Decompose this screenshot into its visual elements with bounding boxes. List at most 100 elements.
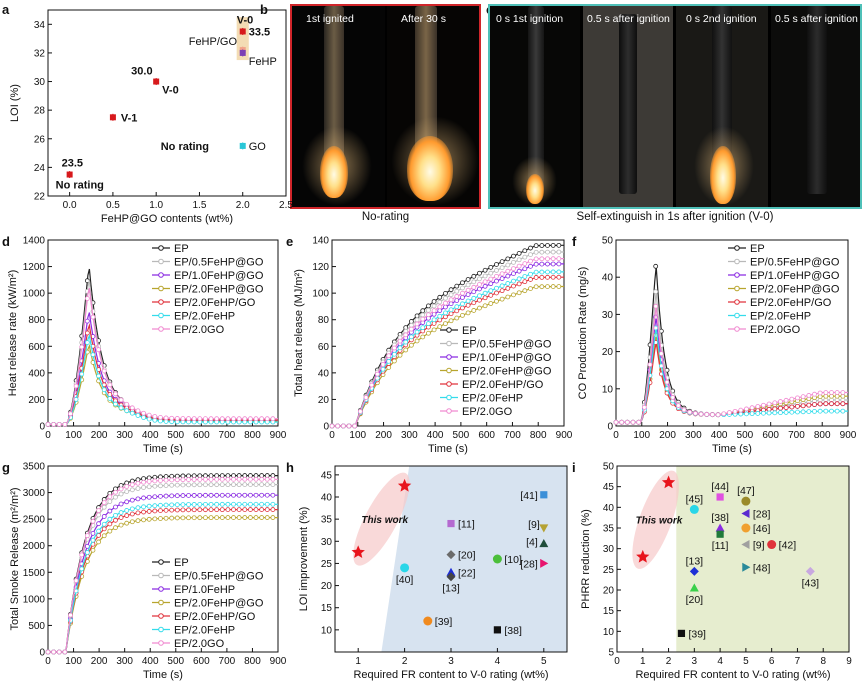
series-marker (499, 288, 505, 294)
highlight-band (236, 17, 249, 61)
series-marker (443, 304, 448, 310)
data-point (677, 629, 686, 637)
series-marker (522, 248, 528, 254)
legend-marker (446, 367, 452, 374)
series-marker (107, 521, 113, 527)
series-marker (550, 284, 556, 289)
series-marker (259, 416, 265, 422)
series-marker (191, 515, 197, 521)
series-marker (465, 298, 471, 304)
point-label: [46] (753, 523, 771, 535)
series-marker (664, 379, 670, 385)
series-marker (414, 329, 420, 335)
point-label: [42] (779, 540, 797, 552)
flame-icon (526, 174, 544, 204)
series-marker (231, 501, 236, 507)
x-tick-label: 100 (65, 430, 82, 441)
y-tick-label: 500 (28, 621, 45, 632)
y-tick-label: 80 (318, 315, 330, 326)
y-tick-label: 200 (28, 395, 45, 406)
rating-label: V-1 (121, 112, 138, 124)
series-marker (107, 396, 113, 401)
series-marker (141, 509, 146, 515)
series-marker (789, 409, 795, 415)
point-label: [9] (753, 540, 765, 552)
series-marker (118, 510, 124, 515)
series-marker (482, 283, 488, 289)
series-marker (264, 416, 270, 422)
legend-label: EP/2.0FeHP (174, 625, 235, 637)
series-marker (494, 278, 499, 284)
series-marker (62, 649, 68, 655)
series-marker (90, 314, 96, 320)
x-tick-label: 400 (427, 430, 444, 441)
x-tick-label: 200 (375, 430, 392, 441)
point-label: [41] (520, 490, 538, 502)
y-tick-label: 10 (321, 625, 333, 636)
series-marker (174, 493, 180, 499)
y-axis-label: LOI (%) (9, 84, 21, 122)
series-marker (101, 387, 107, 393)
series-marker (528, 263, 533, 269)
series-marker (129, 497, 135, 503)
y-axis-label: CO Production Rate (mg/s) (577, 267, 589, 400)
series-marker (247, 416, 253, 422)
legend-label: EP/1.0FeHP@GO (750, 270, 840, 282)
x-tick-label: 900 (840, 430, 857, 441)
series-marker (158, 502, 163, 508)
series-marker (118, 486, 124, 492)
series-marker (749, 405, 755, 411)
series-marker (197, 507, 203, 513)
x-tick-label: 4 (495, 656, 501, 667)
y-tick-label: 45 (603, 482, 615, 493)
series-marker (698, 411, 704, 417)
x-axis-label: Required FR content to V-0 rating (wt%) (635, 669, 830, 681)
legend-label: EP (462, 325, 477, 337)
series-marker (431, 317, 437, 323)
y-tick-label: 20 (318, 395, 330, 406)
series-marker (101, 514, 107, 519)
series-marker (414, 313, 420, 319)
series-marker (208, 507, 214, 513)
series-marker (539, 243, 545, 248)
series-marker (219, 482, 225, 488)
data-point (423, 616, 433, 626)
series-marker (270, 482, 276, 488)
x-tick-label: 700 (504, 430, 521, 441)
data-point (492, 554, 502, 564)
series-marker (460, 312, 465, 318)
series-marker (79, 371, 85, 377)
series-marker (124, 401, 130, 407)
series-marker (482, 303, 488, 309)
legend-label: EP/0.5FeHP@GO (174, 571, 264, 583)
y-tick-label: 1000 (23, 594, 46, 605)
y-tick-label: 400 (28, 368, 45, 379)
series-marker (522, 288, 528, 294)
series-marker (152, 503, 158, 509)
series-marker (107, 494, 113, 500)
series-marker (533, 269, 539, 275)
data-point (540, 558, 549, 568)
y-tick-label: 2500 (23, 515, 46, 526)
series-marker (163, 415, 169, 421)
this-work-ellipse (632, 470, 679, 569)
series-marker (242, 482, 248, 488)
x-axis-label: Time (s) (712, 443, 752, 455)
legend-marker (158, 312, 164, 319)
series-marker (408, 322, 414, 328)
series-marker (488, 270, 494, 276)
series-marker (471, 289, 477, 295)
series-marker (800, 394, 806, 400)
y-tick-label: 0 (39, 422, 45, 433)
y-tick-label: 20 (321, 581, 333, 592)
series-marker (118, 515, 124, 520)
photo-label: 1st ignited (306, 13, 354, 25)
series-marker (420, 308, 426, 314)
series-marker (482, 267, 488, 273)
series-marker (270, 476, 276, 482)
point-label: [20] (686, 594, 704, 606)
series-marker (380, 361, 386, 367)
series-marker (208, 482, 214, 488)
series-marker (208, 476, 214, 482)
series-marker (203, 507, 208, 513)
